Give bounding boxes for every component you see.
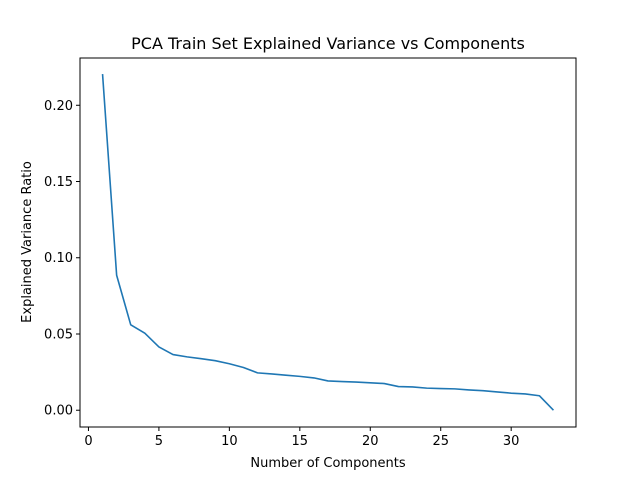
y-axis-label: Explained Variance Ratio <box>20 161 35 323</box>
chart-title: PCA Train Set Explained Variance vs Comp… <box>131 34 525 53</box>
y-tick-label: 0.15 <box>44 175 73 190</box>
y-tick-label: 0.10 <box>44 251 73 266</box>
x-tick-label: 0 <box>84 434 92 449</box>
x-tick-label: 10 <box>221 434 238 449</box>
x-tick-label: 20 <box>362 434 379 449</box>
x-tick-label: 25 <box>432 434 449 449</box>
series-line <box>101 73 555 411</box>
plot-area <box>101 73 555 411</box>
x-tick-label: 15 <box>292 434 309 449</box>
y-axis-ticks: 0.00 0.05 0.10 0.15 0.20 <box>44 99 80 419</box>
axes-frame <box>79 57 577 428</box>
x-tick-label: 30 <box>503 434 520 449</box>
x-axis-label: Number of Components <box>250 456 405 471</box>
x-axis-ticks: 0 5 10 15 20 25 30 <box>84 427 519 449</box>
y-tick-label: 0.00 <box>44 404 73 419</box>
y-tick-label: 0.05 <box>44 327 73 342</box>
x-tick-label: 5 <box>155 434 163 449</box>
y-tick-label: 0.20 <box>44 99 73 114</box>
